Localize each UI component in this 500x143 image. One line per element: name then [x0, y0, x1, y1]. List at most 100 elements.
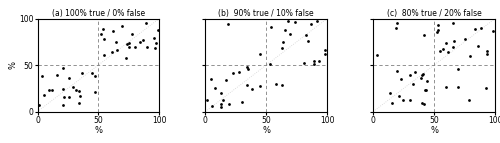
Point: [397, 78, 405, 80]
Point: [142, 22, 150, 24]
X-axis label: %: %: [430, 126, 438, 135]
Point: [100, 54, 108, 56]
X-axis label: %: %: [94, 126, 102, 135]
Point: [483, 53, 491, 55]
Point: [112, 41, 120, 43]
Point: [242, 65, 250, 68]
Point: [314, 59, 322, 62]
Title: (c)  80% true / 20% false: (c) 80% true / 20% false: [387, 9, 482, 18]
Point: [392, 26, 400, 29]
X-axis label: %: %: [262, 126, 270, 135]
Point: [300, 61, 308, 64]
Point: [290, 21, 298, 23]
Point: [489, 30, 497, 32]
Point: [72, 89, 80, 91]
Point: [217, 106, 225, 109]
Point: [302, 34, 310, 37]
Point: [60, 104, 68, 106]
Point: [248, 88, 256, 90]
Point: [482, 87, 490, 89]
Y-axis label: %: %: [8, 61, 18, 69]
Point: [48, 89, 56, 91]
Point: [266, 63, 274, 65]
Point: [122, 57, 130, 59]
Point: [40, 94, 48, 96]
Point: [408, 83, 416, 85]
Point: [210, 87, 218, 90]
Point: [406, 99, 414, 101]
Point: [219, 99, 227, 101]
Point: [474, 44, 482, 47]
Point: [138, 39, 146, 41]
Point: [91, 75, 99, 77]
Point: [321, 53, 329, 55]
Point: [122, 42, 130, 45]
Point: [278, 47, 285, 49]
Point: [90, 91, 98, 93]
Point: [151, 47, 159, 49]
Point: [230, 72, 237, 74]
Point: [286, 33, 294, 35]
Point: [461, 38, 469, 40]
Point: [118, 25, 126, 27]
Point: [238, 101, 246, 103]
Point: [126, 46, 134, 48]
Point: [144, 46, 152, 49]
Point: [244, 68, 252, 70]
Point: [399, 99, 407, 101]
Point: [420, 103, 428, 106]
Point: [448, 45, 456, 48]
Point: [420, 89, 428, 91]
Point: [88, 72, 96, 74]
Point: [416, 77, 424, 79]
Point: [471, 28, 479, 31]
Point: [150, 37, 158, 39]
Point: [202, 99, 210, 101]
Point: [225, 103, 233, 105]
Point: [59, 67, 67, 70]
Title: (a) 100% true / 0% false: (a) 100% true / 0% false: [52, 9, 145, 18]
Point: [267, 26, 275, 28]
Point: [450, 21, 458, 24]
Point: [418, 102, 426, 104]
Point: [420, 34, 428, 36]
Point: [282, 29, 290, 31]
Point: [66, 76, 74, 79]
Point: [128, 32, 136, 35]
Point: [35, 103, 43, 106]
Point: [76, 102, 84, 104]
Point: [136, 41, 144, 43]
Point: [394, 95, 402, 97]
Point: [450, 39, 458, 42]
Point: [322, 48, 330, 51]
Point: [243, 84, 251, 86]
Point: [419, 73, 427, 75]
Point: [100, 38, 108, 40]
Point: [476, 27, 484, 29]
Point: [100, 28, 108, 30]
Point: [418, 74, 426, 76]
Point: [59, 88, 67, 90]
Point: [76, 95, 84, 97]
Point: [208, 105, 216, 107]
Point: [46, 88, 54, 91]
Point: [206, 78, 214, 80]
Point: [256, 85, 264, 87]
Point: [306, 23, 314, 25]
Point: [310, 60, 318, 62]
Point: [440, 48, 448, 50]
Point: [454, 86, 462, 88]
Point: [74, 90, 82, 92]
Point: [222, 79, 230, 81]
Point: [278, 41, 286, 43]
Point: [393, 70, 401, 72]
Point: [154, 29, 162, 31]
Point: [442, 86, 450, 88]
Point: [483, 50, 491, 52]
Point: [434, 24, 442, 26]
Point: [454, 68, 462, 70]
Point: [132, 46, 140, 48]
Point: [218, 91, 226, 94]
Point: [256, 53, 264, 55]
Point: [406, 74, 413, 76]
